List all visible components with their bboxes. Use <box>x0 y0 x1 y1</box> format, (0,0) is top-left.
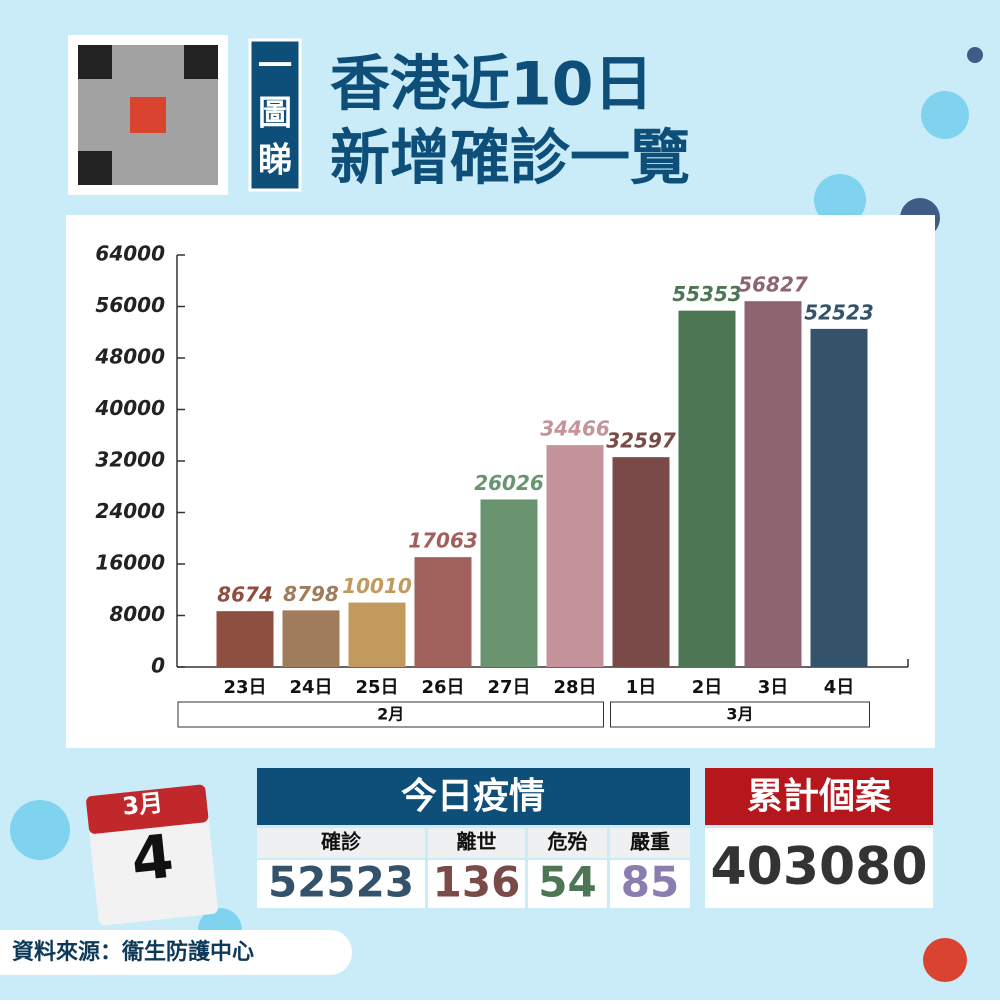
source: 資料來源：衞生防護中心 <box>12 939 254 965</box>
qr-corner <box>78 151 112 185</box>
badge-char: 一 <box>258 47 292 87</box>
value-label: 52523 <box>804 300 874 324</box>
cumulative-title: 累計個案 <box>747 776 892 817</box>
badge-char: 圖 <box>258 94 292 134</box>
today-label-cell <box>257 828 425 858</box>
today-value: 54 <box>538 858 596 907</box>
x-tick-label: 2日 <box>692 677 723 698</box>
value-label: 32597 <box>606 429 676 453</box>
today-value-cell <box>528 860 607 908</box>
today-label: 離世 <box>457 830 497 854</box>
qr-logo <box>130 97 166 133</box>
today-value-cell <box>257 860 425 908</box>
group-label: 2月 <box>377 705 404 724</box>
cumulative-value: 403080 <box>710 837 927 897</box>
value-label: 55353 <box>672 282 742 306</box>
y-tick-label: 48000 <box>94 345 165 369</box>
today-value-cell <box>428 860 525 908</box>
today-table: 確診 52523 離世 136 危殆 54 嚴重 85 <box>257 828 690 908</box>
bar <box>348 602 406 667</box>
bar <box>810 328 868 667</box>
x-tick-label: 24日 <box>289 677 332 698</box>
chart: 0 8000 16000 24000 32000 40000 48000 56000 64000… <box>94 242 909 728</box>
calendar-day: 4 <box>128 822 177 896</box>
qr-corner <box>184 45 218 79</box>
cumulative-header <box>705 768 933 825</box>
qr-corner <box>78 45 112 79</box>
x-tick-label: 26日 <box>421 677 464 698</box>
today-value: 136 <box>433 858 521 907</box>
today-label-cell <box>610 828 690 858</box>
x-tick-label: 23日 <box>223 677 266 698</box>
group-label: 3月 <box>726 705 753 724</box>
bar <box>678 310 736 667</box>
bar <box>480 499 538 667</box>
x-tick-label: 25日 <box>355 677 398 698</box>
source-pill <box>0 930 352 975</box>
group-box <box>610 701 870 728</box>
today-value: 52523 <box>268 858 414 907</box>
x-tick-label: 1日 <box>626 677 657 698</box>
y-tick-label: 24000 <box>95 499 165 523</box>
today-value: 85 <box>621 858 679 907</box>
logo <box>923 938 967 982</box>
decor-virus <box>10 800 70 860</box>
calendar-month: 3月 <box>121 789 164 821</box>
title: 新增確診一覽 <box>330 124 690 194</box>
y-tick-label: 32000 <box>95 448 165 472</box>
y-tick-label: 16000 <box>95 551 165 575</box>
y-tick-label: 56000 <box>95 293 165 317</box>
decor-virus <box>921 91 969 139</box>
group-box <box>177 701 604 728</box>
decor-virus <box>814 174 866 226</box>
today-label-cell <box>428 828 525 858</box>
cumulative-cell <box>705 828 933 908</box>
y-tick-label: 8000 <box>109 602 165 626</box>
bar <box>612 457 670 667</box>
today-label-cell <box>528 828 607 858</box>
bar <box>744 301 802 667</box>
x-tick-label: 28日 <box>553 677 596 698</box>
today-header <box>257 768 690 825</box>
value-label: 10010 <box>342 574 412 598</box>
bar <box>414 557 472 667</box>
bar <box>546 445 604 667</box>
y-tick-label: 40000 <box>94 396 165 420</box>
calendar-top <box>86 784 209 834</box>
y-tick-label: 64000 <box>95 242 165 266</box>
decor-dot <box>967 47 983 63</box>
badge <box>248 38 302 192</box>
today-label: 危殆 <box>548 830 588 854</box>
value-label: 8798 <box>283 582 339 606</box>
y-tick-label: 0 <box>151 654 165 678</box>
today-value-cell <box>610 860 690 908</box>
today-label: 嚴重 <box>630 830 670 854</box>
today-title: 今日疫情 <box>401 776 545 817</box>
x-tick-label: 27日 <box>487 677 530 698</box>
x-tick-label: 4日 <box>824 677 855 698</box>
value-label: 8674 <box>217 583 273 607</box>
title: 香港近10日 <box>330 50 654 120</box>
value-label: 26026 <box>474 471 544 495</box>
bar <box>216 611 274 667</box>
value-label: 56827 <box>738 273 808 297</box>
value-label: 34466 <box>540 417 610 441</box>
bar <box>282 610 340 667</box>
badge-char: 睇 <box>258 141 292 181</box>
today-label: 確診 <box>321 830 362 854</box>
value-label: 17063 <box>408 529 478 553</box>
x-tick-label: 3日 <box>758 677 789 698</box>
